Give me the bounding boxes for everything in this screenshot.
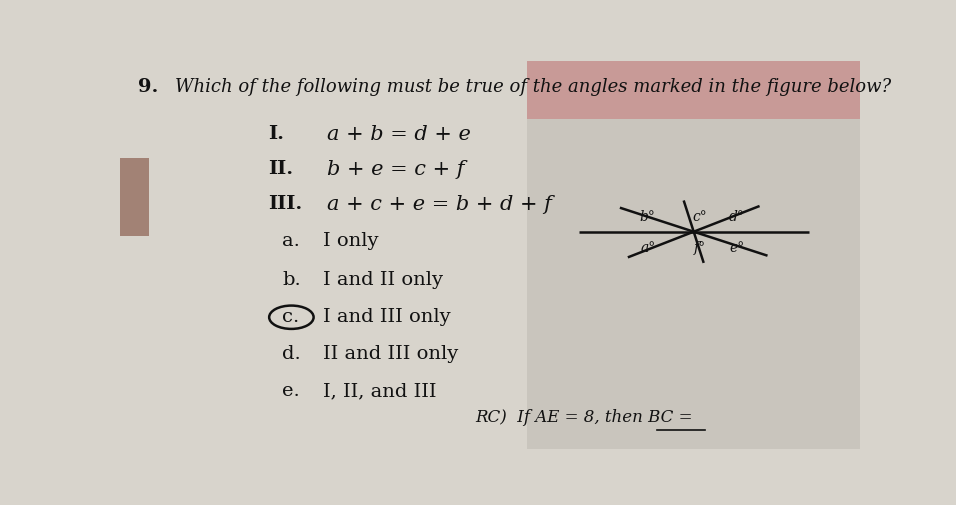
Text: RC)  If AE = 8, then BC =: RC) If AE = 8, then BC = — [475, 409, 693, 426]
Text: e.: e. — [283, 382, 300, 400]
Text: 9.: 9. — [138, 78, 159, 96]
Text: I.: I. — [268, 125, 284, 143]
Text: Which of the following must be true of the angles marked in the figure below?: Which of the following must be true of t… — [175, 78, 891, 96]
Text: e°: e° — [729, 241, 745, 255]
Text: a + c + e = b + d + f: a + c + e = b + d + f — [327, 195, 552, 214]
Text: a + b = d + e: a + b = d + e — [327, 125, 470, 144]
Text: f°: f° — [693, 241, 706, 255]
Text: I only: I only — [323, 232, 379, 250]
Text: III.: III. — [268, 195, 302, 213]
Polygon shape — [527, 61, 860, 449]
Text: I, II, and III: I, II, and III — [323, 382, 437, 400]
Text: b°: b° — [640, 210, 656, 224]
Text: I and II only: I and II only — [323, 271, 444, 289]
Text: d.: d. — [283, 345, 301, 363]
Text: a.: a. — [283, 232, 300, 250]
Text: II.: II. — [268, 160, 293, 178]
Text: c.: c. — [283, 308, 300, 326]
Text: II and III only: II and III only — [323, 345, 459, 363]
Text: d°: d° — [728, 210, 745, 224]
Text: b.: b. — [283, 271, 301, 289]
Text: I and III only: I and III only — [323, 308, 451, 326]
Text: c°: c° — [692, 210, 707, 224]
Text: a°: a° — [641, 241, 656, 255]
Text: b + e = c + f: b + e = c + f — [327, 160, 465, 179]
Polygon shape — [120, 158, 149, 235]
Polygon shape — [527, 61, 860, 119]
